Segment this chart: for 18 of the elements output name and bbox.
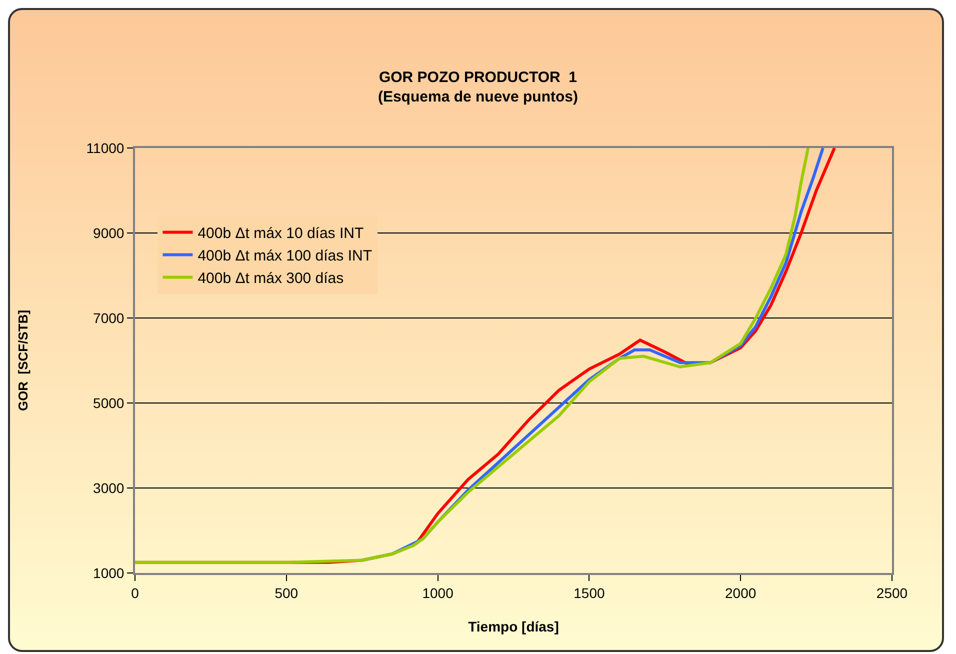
legend-label: 400b Δt máx 10 días INT xyxy=(198,225,364,242)
x-tick-label: 1500 xyxy=(574,584,605,601)
chart-title: GOR POZO PRODUCTOR 1 (Esquema de nueve puntos) xyxy=(378,68,578,106)
legend-label: 400b Δt máx 300 días xyxy=(198,270,344,288)
x-tick-label: 1000 xyxy=(422,584,454,601)
x-tick-label: 2000 xyxy=(725,584,756,601)
y-tick-label: 11000 xyxy=(86,140,124,156)
x-tick-label: 0 xyxy=(131,584,140,601)
x-tick-label: 2500 xyxy=(876,584,908,601)
x-tick-label: 500 xyxy=(274,584,298,601)
y-tick-label: 5000 xyxy=(93,394,124,411)
x-axis-title: Tiempo [días] xyxy=(468,618,559,635)
y-tick-label: 1000 xyxy=(93,564,124,581)
y-axis-title: GOR [SCF/STB] xyxy=(16,310,31,412)
y-tick-label: 3000 xyxy=(93,480,124,496)
y-tick-label: 9000 xyxy=(93,224,124,241)
legend-label: 400b Δt máx 100 días INT xyxy=(198,248,372,265)
y-tick-label: 7000 xyxy=(93,310,124,326)
